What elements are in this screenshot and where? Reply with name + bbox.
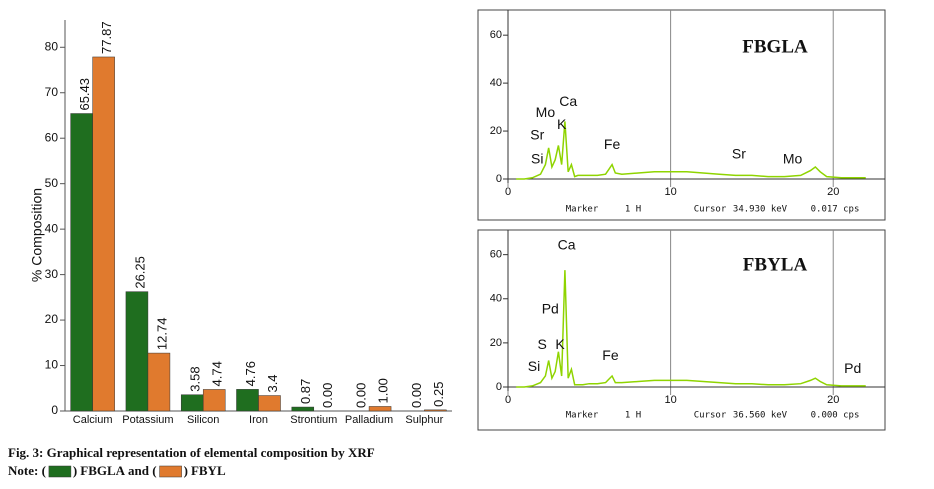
x-tick-label: 10 <box>664 186 676 198</box>
peak-label: Fe <box>604 136 621 152</box>
note-text: and ( <box>128 463 157 478</box>
y-tick-label: 80 <box>45 39 59 53</box>
peak-label: K <box>557 116 567 132</box>
y-tick-label: 60 <box>490 249 502 261</box>
bar <box>258 395 281 412</box>
bar <box>368 406 392 412</box>
bar <box>147 352 171 412</box>
value-label: 65.43 <box>77 78 92 111</box>
readout: Marker <box>566 205 599 215</box>
value-label: 0.00 <box>354 383 369 408</box>
peak-label: Ca <box>559 93 577 109</box>
y-tick-label: 60 <box>45 130 59 144</box>
readout: Marker <box>566 411 599 421</box>
y-tick-label: 40 <box>490 293 502 305</box>
peak-label: Ca <box>558 237 576 253</box>
x-tick-label: Silicon <box>187 414 219 426</box>
x-tick-label: Iron <box>249 414 268 426</box>
peak-label: Pd <box>844 360 861 376</box>
legend-label: FBYL <box>191 463 226 478</box>
spectrum-line <box>516 270 866 388</box>
spectrum-frame <box>477 9 886 221</box>
value-label: 77.87 <box>99 21 114 54</box>
readout: Cursor <box>694 411 727 421</box>
value-label: 12.74 <box>154 318 169 351</box>
bar <box>424 409 447 412</box>
readout: 1 H <box>625 205 641 215</box>
value-label: 3.4 <box>265 374 280 392</box>
peak-label: Fe <box>602 347 619 363</box>
y-tick-label: 20 <box>45 312 59 326</box>
note-text: ) <box>184 463 188 478</box>
peak-label: K <box>555 336 565 352</box>
x-tick-label: Strontium <box>290 414 337 426</box>
peak-label: Mo <box>536 104 556 120</box>
peak-label: Si <box>531 151 543 167</box>
value-label: 26.25 <box>132 256 147 289</box>
readout: 34.930 keV <box>733 205 788 215</box>
bar <box>180 394 204 412</box>
peak-label: Sr <box>732 146 746 162</box>
y-tick-label: 60 <box>490 29 502 41</box>
readout: 0.017 cps <box>811 205 860 215</box>
bar <box>291 406 315 412</box>
readout: 36.560 keV <box>733 411 788 421</box>
value-label: 1.00 <box>376 378 391 403</box>
spectrum-line <box>516 121 866 180</box>
bar <box>125 291 149 412</box>
caption: Fig. 3: Graphical representation of elem… <box>8 445 375 460</box>
bar <box>92 56 115 412</box>
chart-title: FBYLA <box>743 254 808 275</box>
peak-label: Mo <box>783 151 803 167</box>
y-tick-label: 40 <box>490 77 502 89</box>
bar <box>236 389 259 412</box>
value-label: 4.74 <box>210 361 225 386</box>
bar <box>70 113 93 412</box>
x-tick-label: Sulphur <box>405 414 443 426</box>
value-label: 0.87 <box>298 379 313 404</box>
spectrum-frame <box>477 229 886 431</box>
y-tick-label: 0 <box>496 173 502 185</box>
legend-swatch <box>159 465 182 478</box>
x-tick-label: 20 <box>827 186 839 198</box>
readout: Cursor <box>694 205 727 215</box>
peak-label: Si <box>528 358 540 374</box>
note-text: Note: ( <box>8 463 46 478</box>
y-tick-label: 50 <box>45 176 59 190</box>
x-tick-label: 0 <box>505 186 511 198</box>
y-tick-label: 70 <box>45 85 59 99</box>
chart-title: FBGLA <box>742 36 808 57</box>
value-label: 0.25 <box>431 382 446 407</box>
y-tick-label: 20 <box>490 125 502 137</box>
y-tick-label: 40 <box>45 221 59 235</box>
legend-swatch <box>48 465 72 478</box>
readout: 0.000 cps <box>811 411 860 421</box>
bar <box>202 389 226 412</box>
y-axis-label: % Composition <box>29 188 45 282</box>
x-tick-label: Potassium <box>122 414 173 426</box>
value-label: 0.00 <box>320 383 335 408</box>
x-tick-label: Palladium <box>345 414 393 426</box>
y-tick-label: 0 <box>496 381 502 393</box>
legend-label: FBGLA <box>80 463 125 478</box>
x-tick-label: 10 <box>664 394 676 406</box>
y-tick-label: 10 <box>45 358 59 372</box>
x-tick-label: 0 <box>505 394 511 406</box>
y-tick-label: 0 <box>51 403 58 417</box>
peak-label: S <box>537 336 546 352</box>
value-label: 4.76 <box>243 361 258 386</box>
readout: 1 H <box>625 411 641 421</box>
value-label: 3.58 <box>188 366 203 391</box>
value-label: 0.00 <box>409 383 424 408</box>
peak-label: Sr <box>530 127 544 143</box>
y-tick-label: 30 <box>45 267 59 281</box>
x-tick-label: 20 <box>827 394 839 406</box>
x-tick-label: Calcium <box>73 414 113 426</box>
peak-label: Pd <box>542 300 559 316</box>
note-text: ) <box>73 463 77 478</box>
y-tick-label: 20 <box>490 337 502 349</box>
